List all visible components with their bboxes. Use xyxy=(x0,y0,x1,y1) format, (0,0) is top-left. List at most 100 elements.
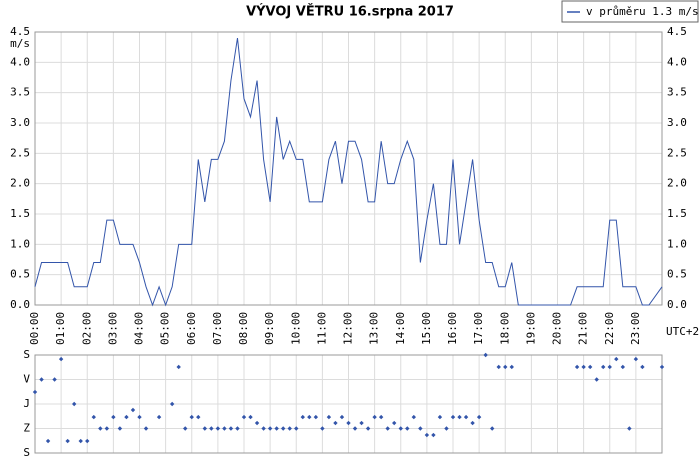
direction-point xyxy=(601,364,606,370)
direction-point xyxy=(196,414,201,420)
x-tick-label: 00:00 xyxy=(28,312,41,345)
direction-point xyxy=(607,364,612,370)
chart-title: VÝVOJ VĚTRU 16.srpna 2017 xyxy=(246,4,454,20)
plot-frame xyxy=(34,354,663,454)
direction-point xyxy=(640,364,645,370)
direction-point xyxy=(463,414,469,420)
direction-point xyxy=(143,426,149,431)
direction-point xyxy=(581,364,586,370)
direction-point xyxy=(587,364,593,370)
y-tick-label: 2.5 xyxy=(10,146,30,159)
direction-point xyxy=(346,420,351,426)
direction-point xyxy=(418,426,423,431)
direction-point xyxy=(241,414,247,420)
x-tick-label: 02:00 xyxy=(80,312,93,345)
direction-point xyxy=(450,414,456,420)
x-tick-label: 19:00 xyxy=(524,312,537,345)
y-tick-label-right: 3.5 xyxy=(667,86,687,99)
direction-point xyxy=(326,414,332,420)
direction-point xyxy=(176,364,181,370)
direction-point xyxy=(169,401,175,407)
x-tick-label: 03:00 xyxy=(106,312,119,345)
direction-point xyxy=(489,426,495,431)
direction-point xyxy=(437,414,443,420)
direction-point xyxy=(633,356,639,362)
direction-point xyxy=(215,426,221,431)
x-tick-label: 18:00 xyxy=(498,312,511,345)
direction-point xyxy=(614,356,619,362)
direction-point xyxy=(130,407,136,413)
direction-point xyxy=(659,364,665,370)
direction-point xyxy=(444,426,449,431)
y-axis-label: m/s xyxy=(10,37,30,50)
x-tick-label: 08:00 xyxy=(237,312,250,345)
direction-point xyxy=(124,414,129,420)
direction-point xyxy=(104,426,110,431)
y-tick-label: Z xyxy=(23,422,30,435)
y-tick-label: S xyxy=(23,446,30,459)
direction-point xyxy=(509,364,514,370)
x-tick-label: 06:00 xyxy=(185,312,198,345)
direction-point xyxy=(483,352,488,358)
x-tick-label: 17:00 xyxy=(472,312,485,345)
y-tick-label: V xyxy=(23,373,30,386)
direction-point xyxy=(71,401,77,407)
y-tick-label-right: 2.5 xyxy=(667,146,687,159)
direction-point xyxy=(248,414,253,420)
y-tick-label: J xyxy=(23,397,30,410)
y-tick-label-right: 2.0 xyxy=(667,177,687,190)
direction-point xyxy=(333,420,338,426)
direction-point xyxy=(594,377,599,382)
direction-point xyxy=(85,438,90,444)
direction-point xyxy=(202,426,208,431)
x-tick-label: 22:00 xyxy=(603,312,616,345)
wind-line xyxy=(34,37,663,307)
x-tick-label: 15:00 xyxy=(420,312,433,345)
x-tick-label: 23:00 xyxy=(629,312,642,345)
y-tick-label-right: 0.5 xyxy=(667,268,687,281)
direction-point xyxy=(457,414,462,420)
direction-point xyxy=(78,438,83,444)
direction-point xyxy=(431,432,436,438)
direction-point xyxy=(352,426,358,431)
x-axis-label: UTC+2 xyxy=(666,325,699,338)
direction-point xyxy=(39,377,44,382)
direction-point xyxy=(398,426,403,431)
direction-point xyxy=(320,426,325,431)
direction-point xyxy=(470,420,475,426)
direction-point xyxy=(267,426,273,431)
direction-point xyxy=(574,364,580,370)
direction-point xyxy=(307,414,312,420)
direction-point xyxy=(65,438,70,444)
direction-point xyxy=(254,420,260,426)
direction-point xyxy=(411,414,417,420)
y-tick-label: 0.0 xyxy=(10,298,30,311)
x-tick-label: 05:00 xyxy=(159,312,172,345)
direction-point xyxy=(45,438,51,444)
direction-point xyxy=(294,426,299,431)
direction-point xyxy=(627,426,632,431)
legend-box xyxy=(561,0,699,23)
y-tick-label: 3.5 xyxy=(10,86,30,99)
direction-point xyxy=(222,426,227,431)
direction-point xyxy=(300,414,305,420)
direction-point xyxy=(274,426,279,431)
direction-point xyxy=(620,364,626,370)
x-tick-label: 14:00 xyxy=(394,312,407,345)
y-tick-label-right: 1.5 xyxy=(667,207,687,220)
direction-point xyxy=(183,426,188,431)
legend-label: v průměru 1.3 m/s xyxy=(586,5,699,18)
y-tick-label-right: 1.0 xyxy=(667,237,687,250)
y-tick-label: 1.5 xyxy=(10,207,30,220)
direction-point xyxy=(405,426,410,431)
x-tick-label: 07:00 xyxy=(211,312,224,345)
direction-point xyxy=(359,420,364,426)
x-tick-label: 01:00 xyxy=(54,312,67,345)
y-tick-label: 0.5 xyxy=(10,268,30,281)
x-tick-label: 10:00 xyxy=(289,312,302,345)
y-tick-label: 2.0 xyxy=(10,177,30,190)
direction-point xyxy=(228,426,234,431)
direction-point xyxy=(111,414,116,420)
direction-point xyxy=(385,426,390,431)
plot-frame xyxy=(34,31,663,306)
